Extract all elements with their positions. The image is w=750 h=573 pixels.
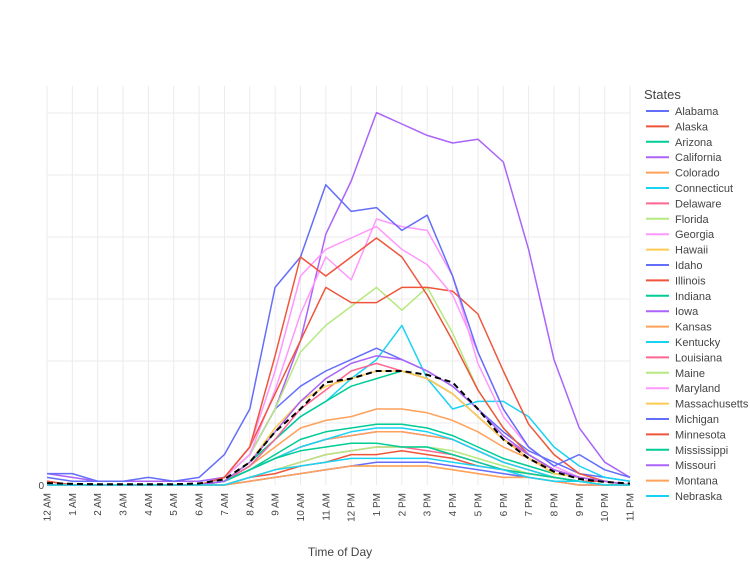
y-tick-label: 0 <box>38 481 44 492</box>
legend-label: Delaware <box>675 198 721 210</box>
legend-title: States <box>644 87 681 102</box>
legend-label: Massachusetts <box>675 399 749 411</box>
legend-label: Hawaii <box>675 245 708 257</box>
series-line-connecticut <box>47 324 631 486</box>
legend-label: Illinois <box>675 275 706 287</box>
legend-label: Kansas <box>675 322 712 334</box>
x-tick-label: 11 AM <box>321 493 332 521</box>
y-tick-labels: 0 <box>38 481 44 492</box>
legend-item[interactable]: Maryland <box>646 383 720 395</box>
legend-label: Indiana <box>675 291 712 303</box>
x-tick-label: 12 PM <box>347 493 358 522</box>
legend-item[interactable]: Georgia <box>646 229 715 241</box>
series-line-maryland <box>47 225 631 486</box>
legend[interactable]: States Alabama Alaska Arizona California Col… <box>644 87 749 503</box>
legend-item[interactable]: Missouri <box>646 460 716 472</box>
x-axis-title: Time of Day <box>308 545 372 559</box>
x-tick-label: 1 PM <box>372 493 383 516</box>
x-tick-label: 10 AM <box>296 493 307 521</box>
legend-label: Connecticut <box>675 183 733 195</box>
x-tick-label: 6 AM <box>195 493 206 516</box>
series-line-california <box>46 111 631 482</box>
legend-item[interactable]: Alabama <box>646 106 719 118</box>
legend-item[interactable]: Minnesota <box>646 429 727 441</box>
x-tick-label: 11 PM <box>626 493 637 521</box>
x-tick-label: 7 PM <box>524 493 535 516</box>
legend-label: Minnesota <box>675 429 727 441</box>
legend-label: Maine <box>675 368 705 380</box>
legend-label: Montana <box>675 476 719 488</box>
series-line-florida <box>46 286 631 486</box>
legend-item[interactable]: Massachusetts <box>646 399 749 411</box>
grid-lines <box>46 86 631 485</box>
x-tick-label: 3 PM <box>423 493 434 516</box>
series-line-average <box>46 370 631 486</box>
x-tick-label: 10 PM <box>600 493 611 522</box>
x-tick-label: 5 AM <box>169 493 180 516</box>
legend-item[interactable]: Kentucky <box>646 337 721 349</box>
series-line-michigan <box>47 184 631 482</box>
x-tick-label: 9 PM <box>575 493 586 516</box>
legend-item[interactable]: Idaho <box>646 260 703 272</box>
x-tick-label: 7 AM <box>220 493 231 516</box>
legend-item[interactable]: Illinois <box>646 275 706 287</box>
x-tick-labels: 12 AM 1 AM 2 AM 3 AM 4 AM 5 AM 6 AM 7 AM 8 AM 9 A… <box>43 493 637 522</box>
legend-label: Michigan <box>675 414 719 426</box>
legend-label: Florida <box>675 214 710 226</box>
legend-label: Georgia <box>675 229 715 241</box>
series-line-nebraska <box>47 457 630 486</box>
legend-label: Iowa <box>675 306 699 318</box>
legend-item[interactable]: Colorado <box>646 168 720 180</box>
x-tick-label: 9 AM <box>271 493 282 516</box>
legend-item[interactable]: Iowa <box>646 306 699 318</box>
legend-item[interactable]: Kansas <box>646 322 712 334</box>
x-tick-label: 6 PM <box>499 493 510 516</box>
legend-label: California <box>675 152 722 164</box>
legend-label: Nebraska <box>675 491 723 503</box>
x-tick-label: 4 AM <box>144 493 155 516</box>
legend-label: Arizona <box>675 137 713 149</box>
series-line-alabama <box>46 347 631 482</box>
x-tick-label: 4 PM <box>448 493 459 516</box>
legend-item[interactable]: Alaska <box>646 121 709 133</box>
legend-label: Kentucky <box>675 337 721 349</box>
x-tick-label: 2 PM <box>397 493 408 516</box>
legend-item[interactable]: Nebraska <box>646 491 723 503</box>
legend-item[interactable]: Louisiana <box>646 352 723 364</box>
legend-label: Colorado <box>675 168 720 180</box>
legend-item[interactable]: Indiana <box>646 291 712 303</box>
legend-item[interactable]: Florida <box>646 214 710 226</box>
legend-item[interactable]: Arizona <box>646 137 713 149</box>
x-tick-label: 5 PM <box>473 493 484 516</box>
legend-item[interactable]: Hawaii <box>646 245 708 257</box>
series-lines <box>46 111 631 486</box>
series-line-illinois <box>46 286 631 486</box>
legend-label: Idaho <box>675 260 703 272</box>
legend-item[interactable]: Delaware <box>646 198 721 210</box>
x-tick-label: 2 AM <box>93 493 104 516</box>
legend-item[interactable]: Maine <box>646 368 705 380</box>
legend-item[interactable]: Connecticut <box>646 183 733 195</box>
legend-item[interactable]: Mississippi <box>646 445 728 457</box>
x-tick-label: 3 AM <box>119 493 130 516</box>
legend-label: Maryland <box>675 383 720 395</box>
legend-item[interactable]: Michigan <box>646 414 719 426</box>
legend-label: Mississippi <box>675 445 728 457</box>
x-tick-label: 1 AM <box>68 493 79 516</box>
x-tick-label: 8 AM <box>245 493 256 516</box>
legend-label: Alabama <box>675 106 719 118</box>
legend-label: Alaska <box>675 121 709 133</box>
x-tick-label: 8 PM <box>549 493 560 516</box>
legend-item[interactable]: Montana <box>646 476 719 488</box>
legend-item[interactable]: California <box>646 152 722 164</box>
x-tick-label: 12 AM <box>43 493 54 521</box>
legend-label: Missouri <box>675 460 716 472</box>
legend-label: Louisiana <box>675 352 723 364</box>
